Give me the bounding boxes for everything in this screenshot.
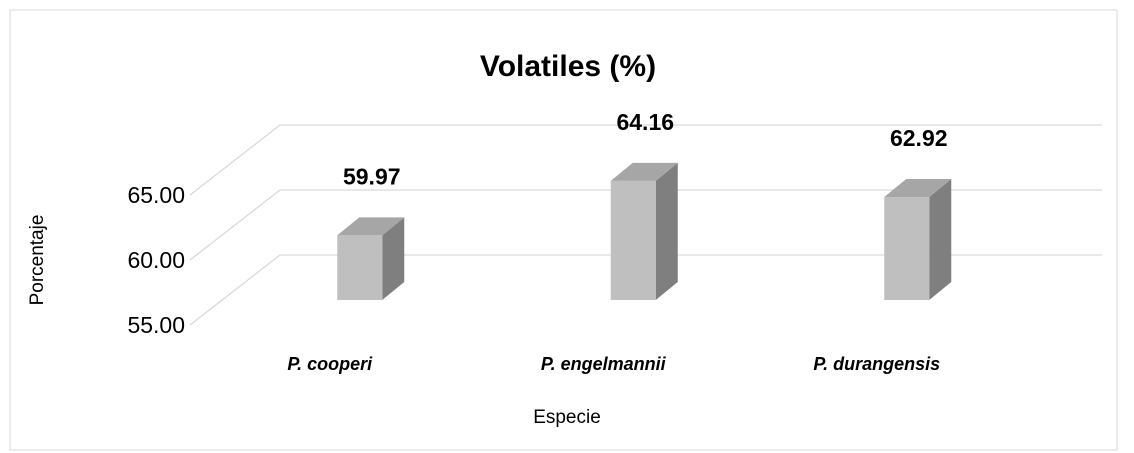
- grid-line-depth: [189, 124, 281, 196]
- x-tick-label: P. durangensis: [813, 354, 940, 374]
- bar-top: [337, 217, 405, 236]
- bar-side: [382, 217, 405, 300]
- bar-side: [929, 179, 952, 300]
- bar: [610, 180, 656, 300]
- y-tick-label: 65.00: [127, 182, 185, 208]
- chart-title: Volatiles (%): [480, 50, 656, 83]
- x-tick-label: P. engelmannii: [541, 354, 667, 374]
- grid-line-depth: [189, 254, 281, 326]
- y-tick-label: 60.00: [127, 247, 185, 273]
- grid-line-depth: [189, 189, 281, 261]
- data-label: 64.16: [616, 109, 674, 135]
- data-label: 59.97: [343, 163, 401, 189]
- data-label: 62.92: [890, 125, 948, 151]
- bar-side: [655, 162, 678, 300]
- bar: [337, 235, 383, 300]
- x-axis-label: Especie: [533, 407, 601, 428]
- x-tick-label: P. cooperi: [287, 354, 373, 374]
- chart-frame: [9, 9, 1118, 451]
- y-axis-label: Porcentaje: [27, 215, 48, 306]
- bar-top: [610, 162, 678, 181]
- bar: [884, 197, 930, 300]
- y-tick-label: 55.00: [127, 312, 185, 338]
- bar-top: [884, 179, 952, 198]
